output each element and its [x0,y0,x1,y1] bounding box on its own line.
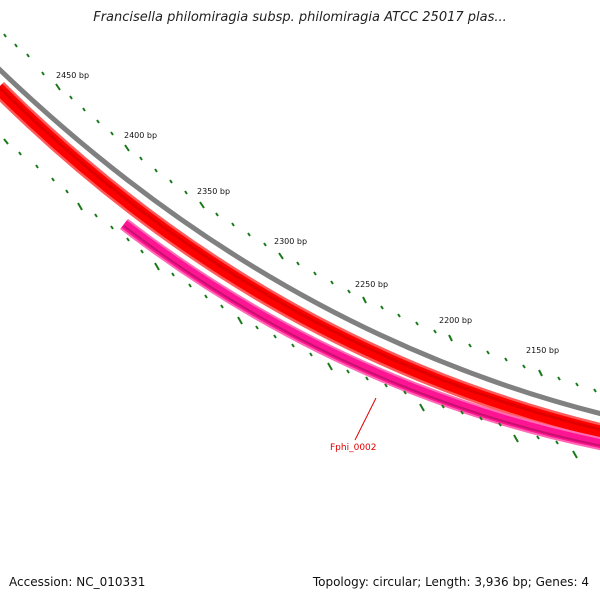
tick-label: 2450 bp [56,71,89,80]
topology-summary: Topology: circular; Length: 3,936 bp; Ge… [312,575,589,589]
tick-label: 2350 bp [197,187,230,196]
tick-labels: 2450 bp 2400 bp 2350 bp 2300 bp 2250 bp … [56,71,559,355]
gene-label-leader [354,397,377,441]
forward-strand-ring [0,81,600,441]
map-title: Francisella philomiragia subsp. philomir… [93,10,507,25]
tick-label: 2250 bp [355,280,388,289]
outer-tick-ring [3,33,597,393]
tick-label: 2400 bp [124,131,157,140]
accession-label: Accession: NC_010331 [9,575,146,589]
gene-label-fphi-0002[interactable]: Fphi_0002 [330,443,377,453]
gene-feature-fphi-0002[interactable] [120,218,600,451]
backbone-ring [0,66,600,417]
tick-label: 2300 bp [274,237,307,246]
inner-tick-ring [3,138,578,459]
tick-label: 2150 bp [526,346,559,355]
tick-label: 2200 bp [439,316,472,325]
